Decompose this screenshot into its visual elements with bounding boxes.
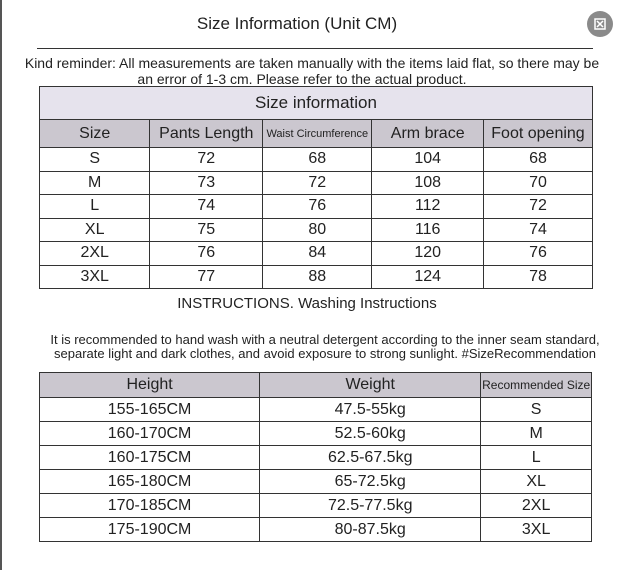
table-row: XL 75 80 116 74 — [38, 217, 594, 242]
table-cell: 84 — [262, 241, 373, 266]
column-header: Arm brace — [371, 119, 484, 148]
table-cell: 74 — [149, 194, 264, 219]
table-row: M 73 72 108 70 — [38, 170, 594, 195]
column-header: Weight — [259, 372, 482, 398]
close-icon — [594, 18, 606, 30]
table-cell: 76 — [482, 241, 594, 266]
caption-row: Size information — [39, 86, 593, 120]
table-row: 160-170CM 52.5-60kg M — [38, 421, 592, 446]
table-cell: XL — [480, 469, 592, 494]
column-header: Size — [38, 119, 151, 148]
table-row: L 74 76 112 72 — [38, 194, 594, 219]
table-row: 155-165CM 47.5-55kg S — [38, 397, 592, 422]
page-title: Size Information (Unit CM) — [196, 14, 398, 33]
table-cell: 62.5-67.5kg — [259, 445, 482, 470]
table-cell: 2XL — [480, 493, 592, 518]
column-header: Height — [38, 372, 261, 398]
instructions-line: separate light and dark clothes, and avo… — [54, 346, 596, 361]
table-cell: 80 — [262, 217, 373, 242]
table-cell: M — [38, 170, 151, 195]
table-cell: 112 — [371, 194, 484, 219]
close-button[interactable] — [587, 11, 613, 37]
table-cell: 72.5-77.5kg — [259, 493, 482, 518]
header-row: Size Pants Length Waist Circumference Arm b… — [38, 119, 594, 148]
table-row: 170-185CM 72.5-77.5kg 2XL — [38, 493, 592, 518]
table-cell: XL — [38, 217, 151, 242]
table-cell: 160-175CM — [38, 445, 261, 470]
column-header: Foot opening — [482, 119, 594, 148]
table-cell: S — [480, 397, 592, 422]
table-cell: 68 — [262, 147, 373, 172]
table-cell: 76 — [149, 241, 264, 266]
table-cell: 47.5-55kg — [259, 397, 482, 422]
table-cell: 2XL — [38, 241, 151, 266]
table-cell: L — [480, 445, 592, 470]
table-cell: 3XL — [480, 517, 592, 542]
table-cell: 72 — [482, 194, 594, 219]
table-cell: 3XL — [38, 264, 151, 289]
instructions-line: It is recommended to hand wash with a ne… — [50, 332, 600, 347]
table-row: 160-175CM 62.5-67.5kg L — [38, 445, 592, 470]
table-cell: 75 — [149, 217, 264, 242]
table-cell: 108 — [371, 170, 484, 195]
table-cell: 68 — [482, 147, 594, 172]
table-row: 3XL 77 88 124 78 — [38, 264, 594, 289]
instructions-title: INSTRUCTIONS. Washing Instructions — [177, 295, 437, 312]
table-cell: 77 — [149, 264, 264, 289]
divider — [37, 48, 593, 49]
table-cell: 170-185CM — [38, 493, 261, 518]
table-row: 175-190CM 80-87.5kg 3XL — [38, 517, 592, 542]
table-cell: 73 — [149, 170, 264, 195]
table-cell: 72 — [149, 147, 264, 172]
column-header: Waist Circumference — [262, 119, 373, 148]
table-row: 165-180CM 65-72.5kg XL — [38, 469, 592, 494]
reminder-line: Kind reminder: All measurements are take… — [24, 55, 600, 71]
column-header: Recommended Size — [480, 372, 592, 398]
table-cell: 104 — [371, 147, 484, 172]
table-cell: 76 — [262, 194, 373, 219]
table-cell: 120 — [371, 241, 484, 266]
table-cell: 52.5-60kg — [259, 421, 482, 446]
reminder-line: an error of 1-3 cm. Please refer to the … — [137, 71, 467, 87]
table-cell: M — [480, 421, 592, 446]
table-cell: 72 — [262, 170, 373, 195]
table-cell: 78 — [482, 264, 594, 289]
table-cell: L — [38, 194, 151, 219]
table-caption: Size information — [39, 86, 593, 120]
header-row: Height Weight Recommended Size — [38, 372, 592, 398]
recommendation-table: Height Weight Recommended Size 155-165CM 47.… — [38, 372, 592, 542]
column-header: Pants Length — [149, 119, 264, 148]
size-table: Size information Size Pants Length Waist Ci… — [38, 86, 594, 289]
table-cell: 74 — [482, 217, 594, 242]
table-row: S 72 68 104 68 — [38, 147, 594, 172]
table-cell: 160-170CM — [38, 421, 261, 446]
table-cell: 175-190CM — [38, 517, 261, 542]
table-row: 2XL 76 84 120 76 — [38, 241, 594, 266]
table-cell: 155-165CM — [38, 397, 261, 422]
table-cell: 88 — [262, 264, 373, 289]
table-cell: 70 — [482, 170, 594, 195]
table-cell: 65-72.5kg — [259, 469, 482, 494]
table-cell: 165-180CM — [38, 469, 261, 494]
table-cell: 124 — [371, 264, 484, 289]
table-cell: 80-87.5kg — [259, 517, 482, 542]
table-cell: S — [38, 147, 151, 172]
table-cell: 116 — [371, 217, 484, 242]
